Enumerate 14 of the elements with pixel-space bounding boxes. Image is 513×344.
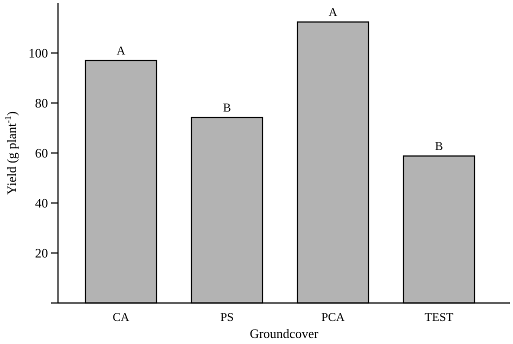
y-tick-label: 40 bbox=[35, 196, 48, 211]
annotation: A bbox=[328, 5, 338, 19]
annotation: A bbox=[116, 44, 126, 58]
annotation: B bbox=[222, 100, 232, 114]
y-tick-label: 20 bbox=[35, 246, 48, 261]
y-tick-label: 60 bbox=[35, 146, 48, 161]
y-tick-label: 100 bbox=[28, 46, 48, 61]
x-tick-label: TEST bbox=[424, 310, 454, 324]
annotation: B bbox=[434, 139, 444, 153]
x-tick-label: CA bbox=[112, 310, 130, 324]
y-tick-label: 80 bbox=[35, 96, 48, 111]
x-axis-title: Groundcover bbox=[250, 326, 319, 341]
x-tick-label: PCA bbox=[321, 310, 346, 324]
x-tick-label: PS bbox=[220, 310, 234, 324]
